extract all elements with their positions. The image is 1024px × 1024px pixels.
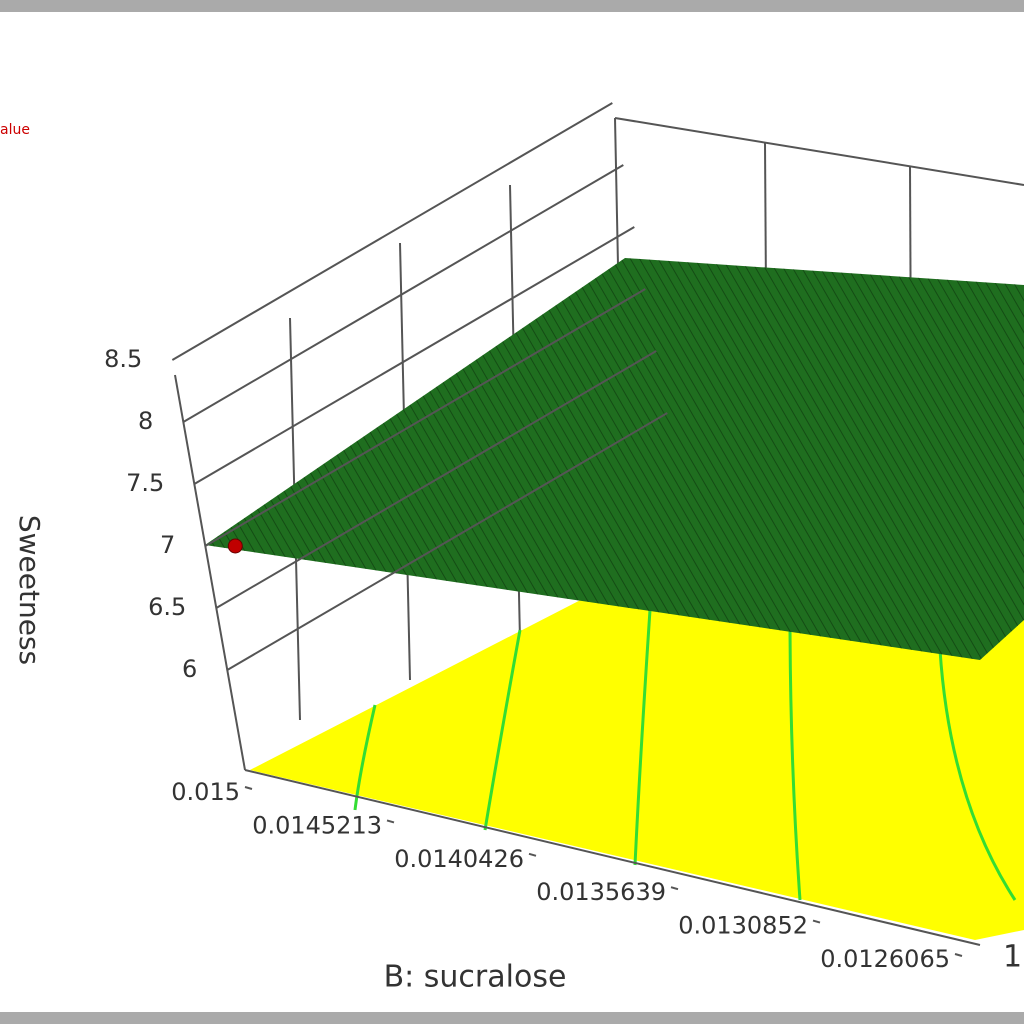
z-tick-label: 7.5 xyxy=(126,469,164,497)
z-tick-label: 6 xyxy=(182,655,197,683)
grid-line xyxy=(193,226,635,485)
x-tick xyxy=(670,886,679,891)
z-axis xyxy=(174,374,246,771)
z-tick-label: 6.5 xyxy=(148,593,186,621)
x-tick xyxy=(386,819,395,824)
design-point xyxy=(227,538,243,554)
x-tick xyxy=(528,852,537,857)
contour-lines xyxy=(353,609,1017,901)
grid-line xyxy=(182,164,624,423)
x-tick xyxy=(812,919,821,924)
x-tick-label: 0.0145213 xyxy=(252,811,382,839)
x-tick-label: 0.0126065 xyxy=(820,945,950,973)
corner-label: 1 xyxy=(1003,940,1022,975)
x-axis xyxy=(244,769,981,946)
frame-bottom xyxy=(0,1012,1024,1024)
x-tick xyxy=(244,786,253,790)
z-axis-label: Sweetness xyxy=(13,515,46,665)
x-tick-label: 0.0135639 xyxy=(536,878,666,906)
x-tick-label: 0.0130852 xyxy=(678,912,808,940)
x-tick-label: 0.015 xyxy=(171,778,240,806)
z-tick-label: 8 xyxy=(138,407,153,435)
grid-line xyxy=(226,412,668,671)
contour-floor xyxy=(250,590,1024,940)
z-tick-label: 7 xyxy=(160,531,175,559)
legend-note: alue xyxy=(0,122,30,138)
x-tick xyxy=(954,953,963,957)
grid-line xyxy=(171,102,613,361)
surface-texture xyxy=(205,258,1024,660)
grid-line xyxy=(215,350,657,609)
frame-top xyxy=(0,0,1024,12)
x-tick-label: 0.0140426 xyxy=(394,845,524,873)
grid-line xyxy=(204,288,646,547)
z-tick-label: 8.5 xyxy=(104,345,142,373)
x-axis-label: B: sucralose xyxy=(384,960,567,995)
